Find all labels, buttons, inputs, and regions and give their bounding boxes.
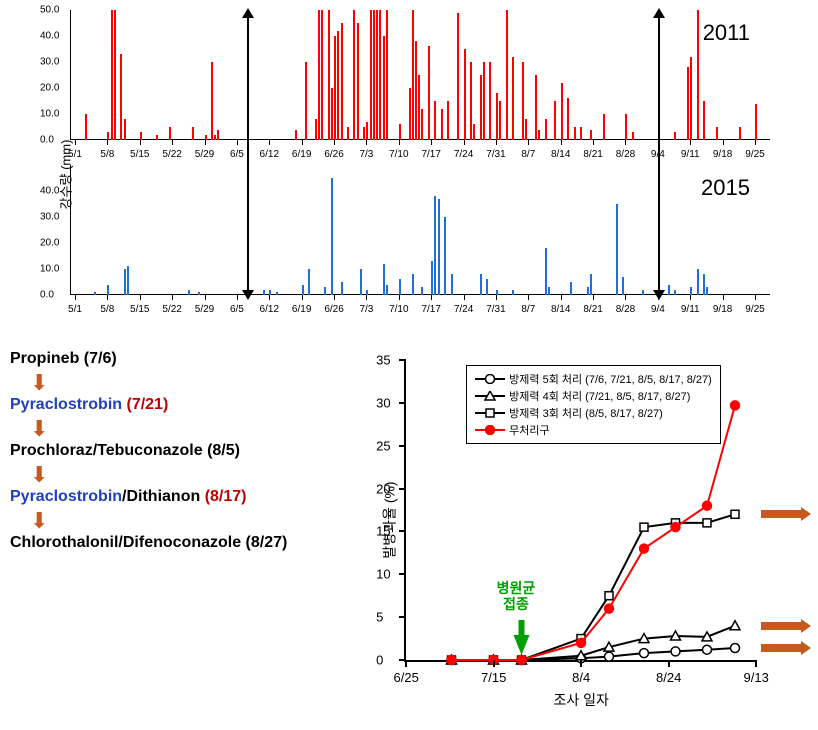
rainfall-2015-chart: 2015 0.010.020.030.040.05/15/85/155/225/…: [40, 165, 810, 320]
disease-incidence-chart: 발병과율 (%) 조사 일자 방제력 5회 처리 (7/6, 7/21, 8/5…: [349, 340, 808, 720]
legend: 방제력 5회 처리 (7/6, 7/21, 8/5, 8/17, 8/27)방제…: [466, 365, 721, 444]
treatment-step-1: Propineb (7/6): [10, 350, 329, 368]
effectiveness-arrow-icon: [761, 619, 811, 633]
down-arrow-icon: ⬇: [30, 418, 329, 440]
legend-item: 방제력 4회 처리 (7/21, 8/5, 8/17, 8/27): [475, 388, 712, 404]
treatment-step-5: Chlorothalonil/Difenoconazole (8/27): [10, 534, 329, 552]
down-arrow-icon: ⬇: [30, 464, 329, 486]
treatment-step-4: Pyraclostrobin/Dithianon (8/17): [10, 488, 329, 506]
down-arrow-icon: ⬇: [30, 510, 329, 532]
legend-item: 무처리구: [475, 422, 712, 438]
fungicide-schedule: Propineb (7/6) ⬇ Pyraclostrobin (7/21) ⬇ Pro…: [10, 340, 329, 720]
legend-item: 방제력 3회 처리 (8/5, 8/17, 8/27): [475, 405, 712, 421]
down-arrow-icon: ⬇: [30, 372, 329, 394]
treatment-step-2: Pyraclostrobin (7/21): [10, 396, 329, 414]
rainfall-2011-chart: 2011 0.010.020.030.040.050.05/15/85/155/…: [40, 10, 810, 165]
effectiveness-arrow-icon: [761, 641, 811, 655]
rainfall-charts: 강수량 (mm) 2011 0.010.020.030.040.050.05/1…: [40, 10, 810, 320]
legend-item: 방제력 5회 처리 (7/6, 7/21, 8/5, 8/17, 8/27): [475, 371, 712, 387]
year-2015-label: 2015: [701, 175, 750, 201]
year-2011-label: 2011: [703, 20, 750, 46]
effectiveness-arrow-icon: [761, 507, 811, 521]
treatment-step-3: Prochloraz/Tebuconazole (8/5): [10, 442, 329, 460]
disease-x-axis-label: 조사 일자: [553, 690, 608, 710]
treatment-and-chart: Propineb (7/6) ⬇ Pyraclostrobin (7/21) ⬇ Pro…: [10, 340, 808, 720]
pathogen-inoculation-label: 병원균접종: [497, 581, 536, 612]
